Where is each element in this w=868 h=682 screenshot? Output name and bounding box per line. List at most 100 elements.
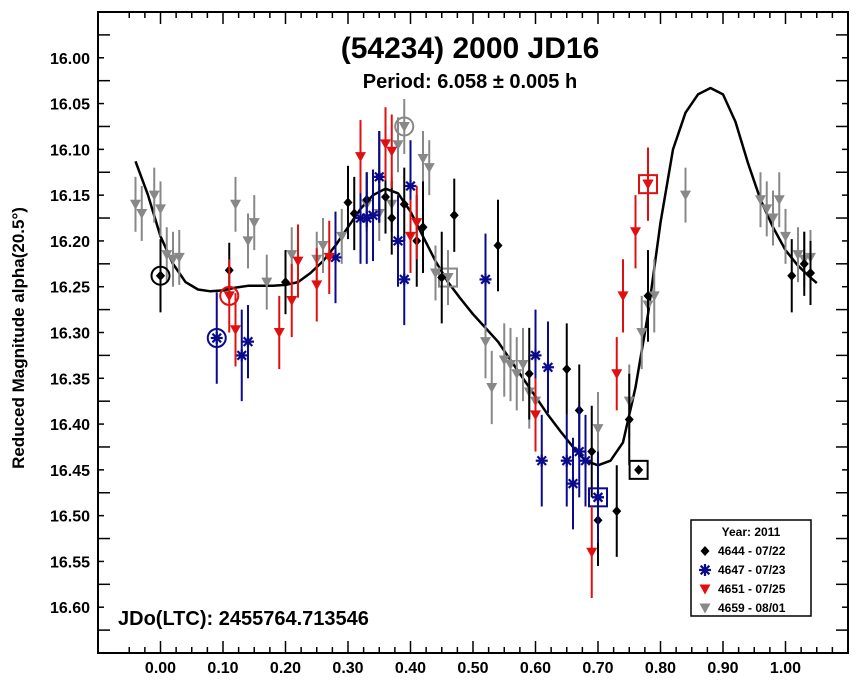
series-4644-point [787,270,797,281]
series-4644-point [587,446,597,457]
series-4651-point [411,218,423,229]
series-4647-point [560,454,573,467]
series-4644-point [281,277,290,288]
series-4651-point [617,291,629,302]
series-4659-point [161,250,173,261]
series-4659-point [592,424,604,435]
series-4651-point [586,547,598,558]
series-4647-point [373,170,386,183]
series-4651-point [230,325,241,336]
series-4644-point [381,191,390,202]
series-4659-point [155,204,166,215]
series-4644-point [562,364,572,375]
x-tick-label: 0.00 [145,660,176,677]
fit-curve-layer [134,86,818,467]
series-4647-point [535,454,548,467]
series-4659-point [511,369,523,380]
series-4644-reference-circle [150,265,171,286]
series-4644-point [156,270,165,281]
series-4651-point [530,410,541,421]
chart-subtitle: Period: 6.058 ± 0.005 h [363,71,577,93]
y-tick-label: 16.00 [50,51,90,68]
legend-entry-4659: 4659 - 08/01 [718,601,786,615]
y-tick-label: 16.20 [50,234,90,251]
series-4647-point [392,234,404,247]
series-4644-point [643,290,653,301]
series-4647-point [210,331,223,344]
series-4647-point [529,349,542,362]
series-4651-point [273,328,285,338]
series-4647-point [242,335,254,348]
series-4644-point [612,506,622,517]
series-4659-point [317,241,329,252]
fourier-fit-curve [134,86,818,467]
series-4651-reference-box [638,174,658,195]
series-4659-point [230,199,241,210]
series-4659-point [480,337,491,348]
series-4647-point [592,491,604,504]
series-4644-point [624,414,634,425]
series-4651-group [219,107,658,599]
series-4647-reference-box [588,487,608,508]
series-4659-point [136,208,148,219]
series-4659-point [392,140,404,151]
y-tick-label: 16.35 [50,371,90,388]
legend-entry-4644: 4644 - 07/22 [718,544,786,558]
legend-marker-series-4651 [699,584,711,595]
series-4659-point [517,360,529,371]
series-4647-point [479,273,492,286]
series-4659-point [173,252,185,263]
series-4659-point [755,195,766,206]
x-tick-label: 0.30 [332,660,363,677]
x-tick-label: 0.70 [582,660,613,677]
series-4644-reference-box [628,459,649,480]
series-4659-reference-circle [394,116,415,137]
legend-title: Year: 2011 [722,525,781,539]
legend-marker-series-4644 [700,546,710,556]
series-4659-point [780,231,791,242]
series-4659-point [248,218,260,229]
series-4659-point [648,291,660,302]
series-4644-point [449,210,459,221]
series-4659-point [167,254,179,265]
series-4659-point [242,236,254,247]
legend-entry-4651: 4651 - 07/25 [718,582,786,596]
series-4644-point [399,199,409,210]
series-4644-point [634,464,644,475]
series-4659-point [767,213,779,224]
series-4644-point [349,208,359,219]
series-4651-point [611,369,623,380]
series-4647-point [542,361,554,374]
series-4644-point [418,222,428,233]
x-tick-label: 0.80 [645,660,676,677]
series-4647-point [579,454,592,467]
series-4647-point [573,445,586,458]
y-tick-label: 16.15 [50,188,90,205]
x-tick-label: 0.20 [270,660,301,677]
series-4647-point [235,349,248,362]
x-tick-label: 0.50 [457,660,488,677]
series-4659-point [773,195,785,206]
series-4659-point [336,231,348,242]
series-4659-point [423,163,435,174]
series-4647-point [398,273,411,286]
series-4659-point [286,250,298,261]
series-4651-point [405,231,416,242]
series-4651-point [323,252,335,263]
series-4659-point [505,360,516,371]
y-axis-label: Reduced Magnitude alpha(20.5°) [9,207,28,469]
series-4659-point [761,204,773,215]
series-4644-point [437,272,447,283]
series-4651-point [355,152,366,163]
series-4659-point [398,121,410,132]
series-4644-point [493,240,503,251]
series-4644-point [806,267,815,278]
chart-title: (54234) 2000 JD16 [341,32,600,65]
series-4651-point [386,146,398,157]
jd-annotation: JDo(LTC): 2455764.713546 [118,608,369,630]
series-4644-point [387,213,397,224]
y-tick-label: 16.05 [50,97,90,114]
series-4651-reference-circle [219,285,240,306]
y-tick-label: 16.30 [50,326,90,343]
